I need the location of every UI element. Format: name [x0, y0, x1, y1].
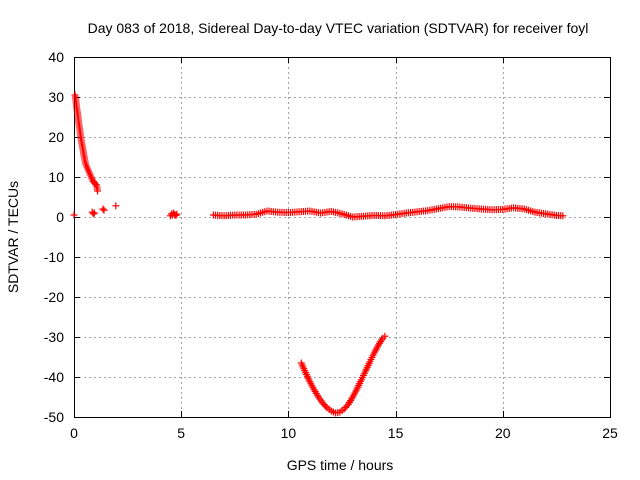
y-tick-label: -10	[44, 249, 64, 265]
x-tick-label: 25	[602, 425, 618, 441]
y-tick-label: -30	[44, 329, 64, 345]
x-tick-label: 0	[70, 425, 78, 441]
y-tick-label: 10	[48, 169, 64, 185]
data-point	[322, 402, 330, 410]
y-axis-label: SDTVAR / TECUs	[5, 181, 21, 293]
x-axis-label: GPS time / hours	[287, 457, 394, 473]
y-tick-label: -20	[44, 289, 64, 305]
data-point	[90, 209, 98, 217]
y-tick-label: 0	[56, 209, 64, 225]
data-point	[173, 210, 181, 218]
data-point	[559, 212, 567, 220]
y-tick-label: -40	[44, 369, 64, 385]
y-tick-label: -50	[44, 409, 64, 425]
data-point	[99, 205, 107, 213]
y-tick-label: 20	[48, 129, 64, 145]
data-point	[94, 187, 102, 195]
plot-frame	[74, 57, 611, 418]
x-tick-label: 15	[388, 425, 404, 441]
data-point	[381, 332, 389, 340]
data-point	[112, 202, 120, 210]
data-point	[172, 211, 180, 219]
x-tick-label: 5	[177, 425, 185, 441]
data-point	[100, 206, 108, 214]
data-points	[70, 91, 567, 417]
x-tick-label: 20	[495, 425, 511, 441]
data-point	[378, 336, 386, 344]
grid	[74, 57, 610, 417]
data-point	[70, 211, 78, 219]
y-tick-label: 30	[48, 89, 64, 105]
data-point	[89, 210, 97, 218]
x-tick-label: 10	[281, 425, 297, 441]
chart-title: Day 083 of 2018, Sidereal Day-to-day VTE…	[88, 20, 589, 36]
y-tick-label: 40	[48, 49, 64, 65]
axis-ticks: 0 5 10 15 20 25 -50 -40 -30 -20 -10 0 10 20 30 40	[44, 49, 618, 441]
